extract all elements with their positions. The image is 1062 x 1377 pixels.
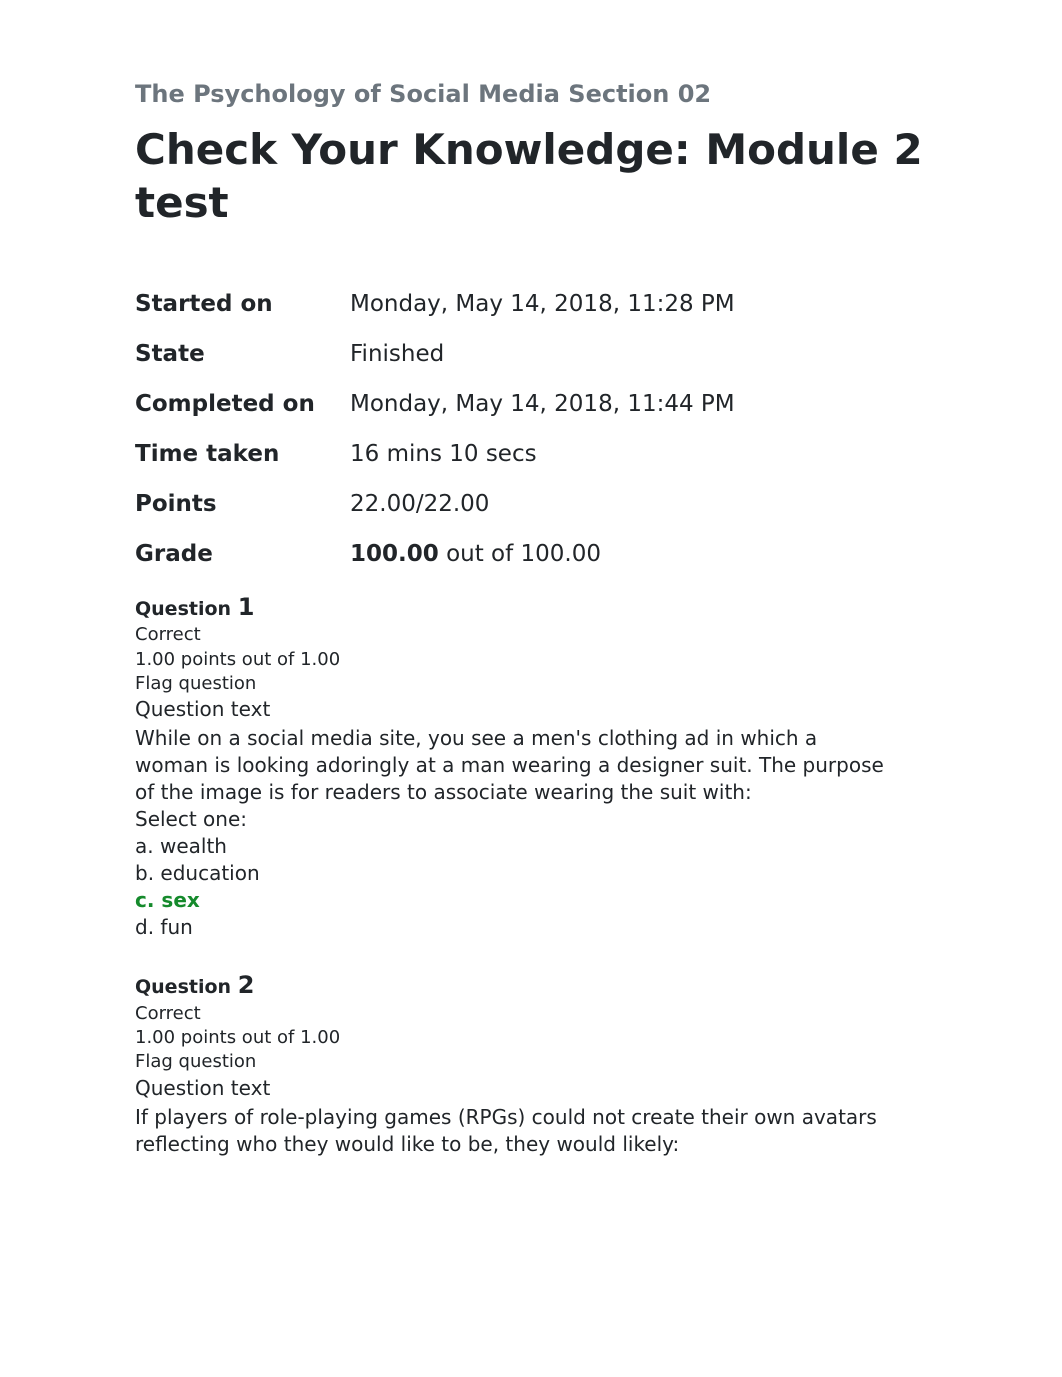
question-header: Question 2 [135, 969, 895, 1001]
question-text: While on a social media site, you see a … [135, 725, 895, 806]
select-one-label: Select one: [135, 806, 895, 833]
grade-earned: 100.00 [350, 541, 439, 567]
answer-option-correct[interactable]: c. sex [135, 887, 895, 914]
summary-label: Completed on [135, 391, 350, 417]
answer-option[interactable]: a. wealth [135, 833, 895, 860]
summary-row: State Finished [135, 329, 932, 379]
flag-question-link[interactable]: Flag question [135, 1050, 895, 1074]
question-text: If players of role-playing games (RPGs) … [135, 1104, 895, 1158]
summary-label: State [135, 341, 350, 367]
summary-label: Grade [135, 541, 350, 567]
page-title: Check Your Knowledge: Module 2 test [135, 124, 932, 229]
summary-value: Monday, May 14, 2018, 11:28 PM [350, 291, 735, 317]
summary-row-grade: Grade 100.00 out of 100.00 [135, 529, 932, 579]
course-title: The Psychology of Social Media Section 0… [135, 80, 932, 108]
question-text-label: Question text [135, 696, 895, 723]
question-text-label: Question text [135, 1075, 895, 1102]
question-header: Question 1 [135, 591, 895, 623]
question-number: 2 [238, 971, 255, 999]
summary-row: Started on Monday, May 14, 2018, 11:28 P… [135, 279, 932, 329]
summary-value: Finished [350, 341, 444, 367]
summary-row: Completed on Monday, May 14, 2018, 11:44… [135, 379, 932, 429]
question-points: 1.00 points out of 1.00 [135, 648, 895, 672]
summary-value: 100.00 out of 100.00 [350, 541, 601, 567]
answer-option[interactable]: b. education [135, 860, 895, 887]
question-status: Correct [135, 623, 895, 647]
summary-label: Points [135, 491, 350, 517]
grade-total: out of 100.00 [439, 541, 601, 567]
summary-value: 22.00/22.00 [350, 491, 489, 517]
attempt-summary: Started on Monday, May 14, 2018, 11:28 P… [135, 279, 932, 579]
question-points: 1.00 points out of 1.00 [135, 1026, 895, 1050]
summary-value: 16 mins 10 secs [350, 441, 537, 467]
summary-label: Started on [135, 291, 350, 317]
question-block: Question 1 Correct 1.00 points out of 1.… [135, 591, 895, 941]
question-status: Correct [135, 1002, 895, 1026]
summary-row: Points 22.00/22.00 [135, 479, 932, 529]
answer-option[interactable]: d. fun [135, 914, 895, 941]
summary-row: Time taken 16 mins 10 secs [135, 429, 932, 479]
summary-label: Time taken [135, 441, 350, 467]
question-label: Question [135, 598, 231, 620]
question-label: Question [135, 976, 231, 998]
question-number: 1 [238, 593, 255, 621]
question-block: Question 2 Correct 1.00 points out of 1.… [135, 969, 895, 1157]
flag-question-link[interactable]: Flag question [135, 672, 895, 696]
summary-value: Monday, May 14, 2018, 11:44 PM [350, 391, 735, 417]
